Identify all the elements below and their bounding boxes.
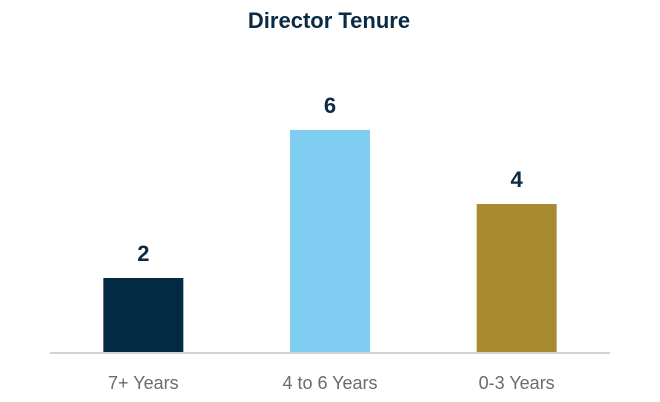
bar <box>103 278 184 352</box>
value-label: 4 <box>511 167 524 192</box>
x-tick-label: 0-3 Years <box>479 373 555 393</box>
chart-title: Director Tenure <box>248 8 410 33</box>
bar <box>476 204 557 352</box>
bar <box>290 130 370 352</box>
x-tick-label: 7+ Years <box>108 373 179 393</box>
x-tick-label: 4 to 6 Years <box>282 373 377 393</box>
value-label: 2 <box>137 241 149 266</box>
value-label: 6 <box>324 93 336 118</box>
